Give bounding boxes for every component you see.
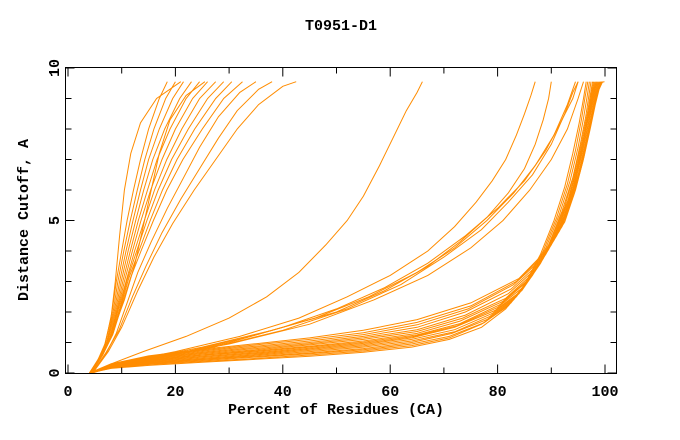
model-curve bbox=[92, 81, 552, 374]
model-curve bbox=[89, 81, 587, 374]
model-curve bbox=[89, 81, 598, 374]
model-curve bbox=[89, 81, 605, 374]
model-curve bbox=[89, 81, 182, 374]
model-curve bbox=[89, 81, 584, 374]
model-curve bbox=[89, 81, 590, 374]
model-curve bbox=[89, 81, 599, 374]
model-curve bbox=[91, 81, 423, 374]
model-curve bbox=[92, 81, 536, 374]
model-curve bbox=[89, 81, 589, 374]
x-axis-label: Percent of Residues (CA) bbox=[228, 402, 444, 419]
model-curve bbox=[91, 81, 257, 374]
x-tick-label: 80 bbox=[489, 384, 507, 401]
model-curve bbox=[89, 81, 579, 374]
x-tick-label: 0 bbox=[63, 384, 72, 401]
model-curves bbox=[89, 81, 605, 374]
x-tick-label: 100 bbox=[591, 384, 618, 401]
y-tick-label: 10 bbox=[47, 59, 64, 77]
x-tick-label: 60 bbox=[381, 384, 399, 401]
model-curve bbox=[89, 81, 594, 374]
chart-title: T0951-D1 bbox=[305, 18, 377, 35]
x-tick-label: 40 bbox=[274, 384, 292, 401]
y-tick-label: 5 bbox=[47, 216, 64, 225]
axes-frame bbox=[65, 67, 617, 374]
model-curve bbox=[92, 81, 297, 374]
model-curve bbox=[90, 81, 206, 374]
model-curve bbox=[91, 81, 243, 374]
plot-frame bbox=[65, 67, 617, 374]
y-axis-label: Distance Cutoff, A bbox=[16, 139, 33, 301]
model-curve bbox=[91, 81, 273, 374]
x-tick-label: 20 bbox=[166, 384, 184, 401]
y-tick-label: 0 bbox=[47, 368, 64, 377]
model-curve bbox=[89, 81, 600, 374]
model-curve bbox=[89, 81, 176, 374]
tick-labels: 0 20 40 60 80 100 0 5 10 bbox=[47, 59, 619, 401]
model-curve bbox=[89, 81, 192, 374]
model-curve bbox=[89, 81, 592, 374]
model-curve bbox=[89, 81, 576, 374]
model-curve bbox=[89, 81, 579, 374]
